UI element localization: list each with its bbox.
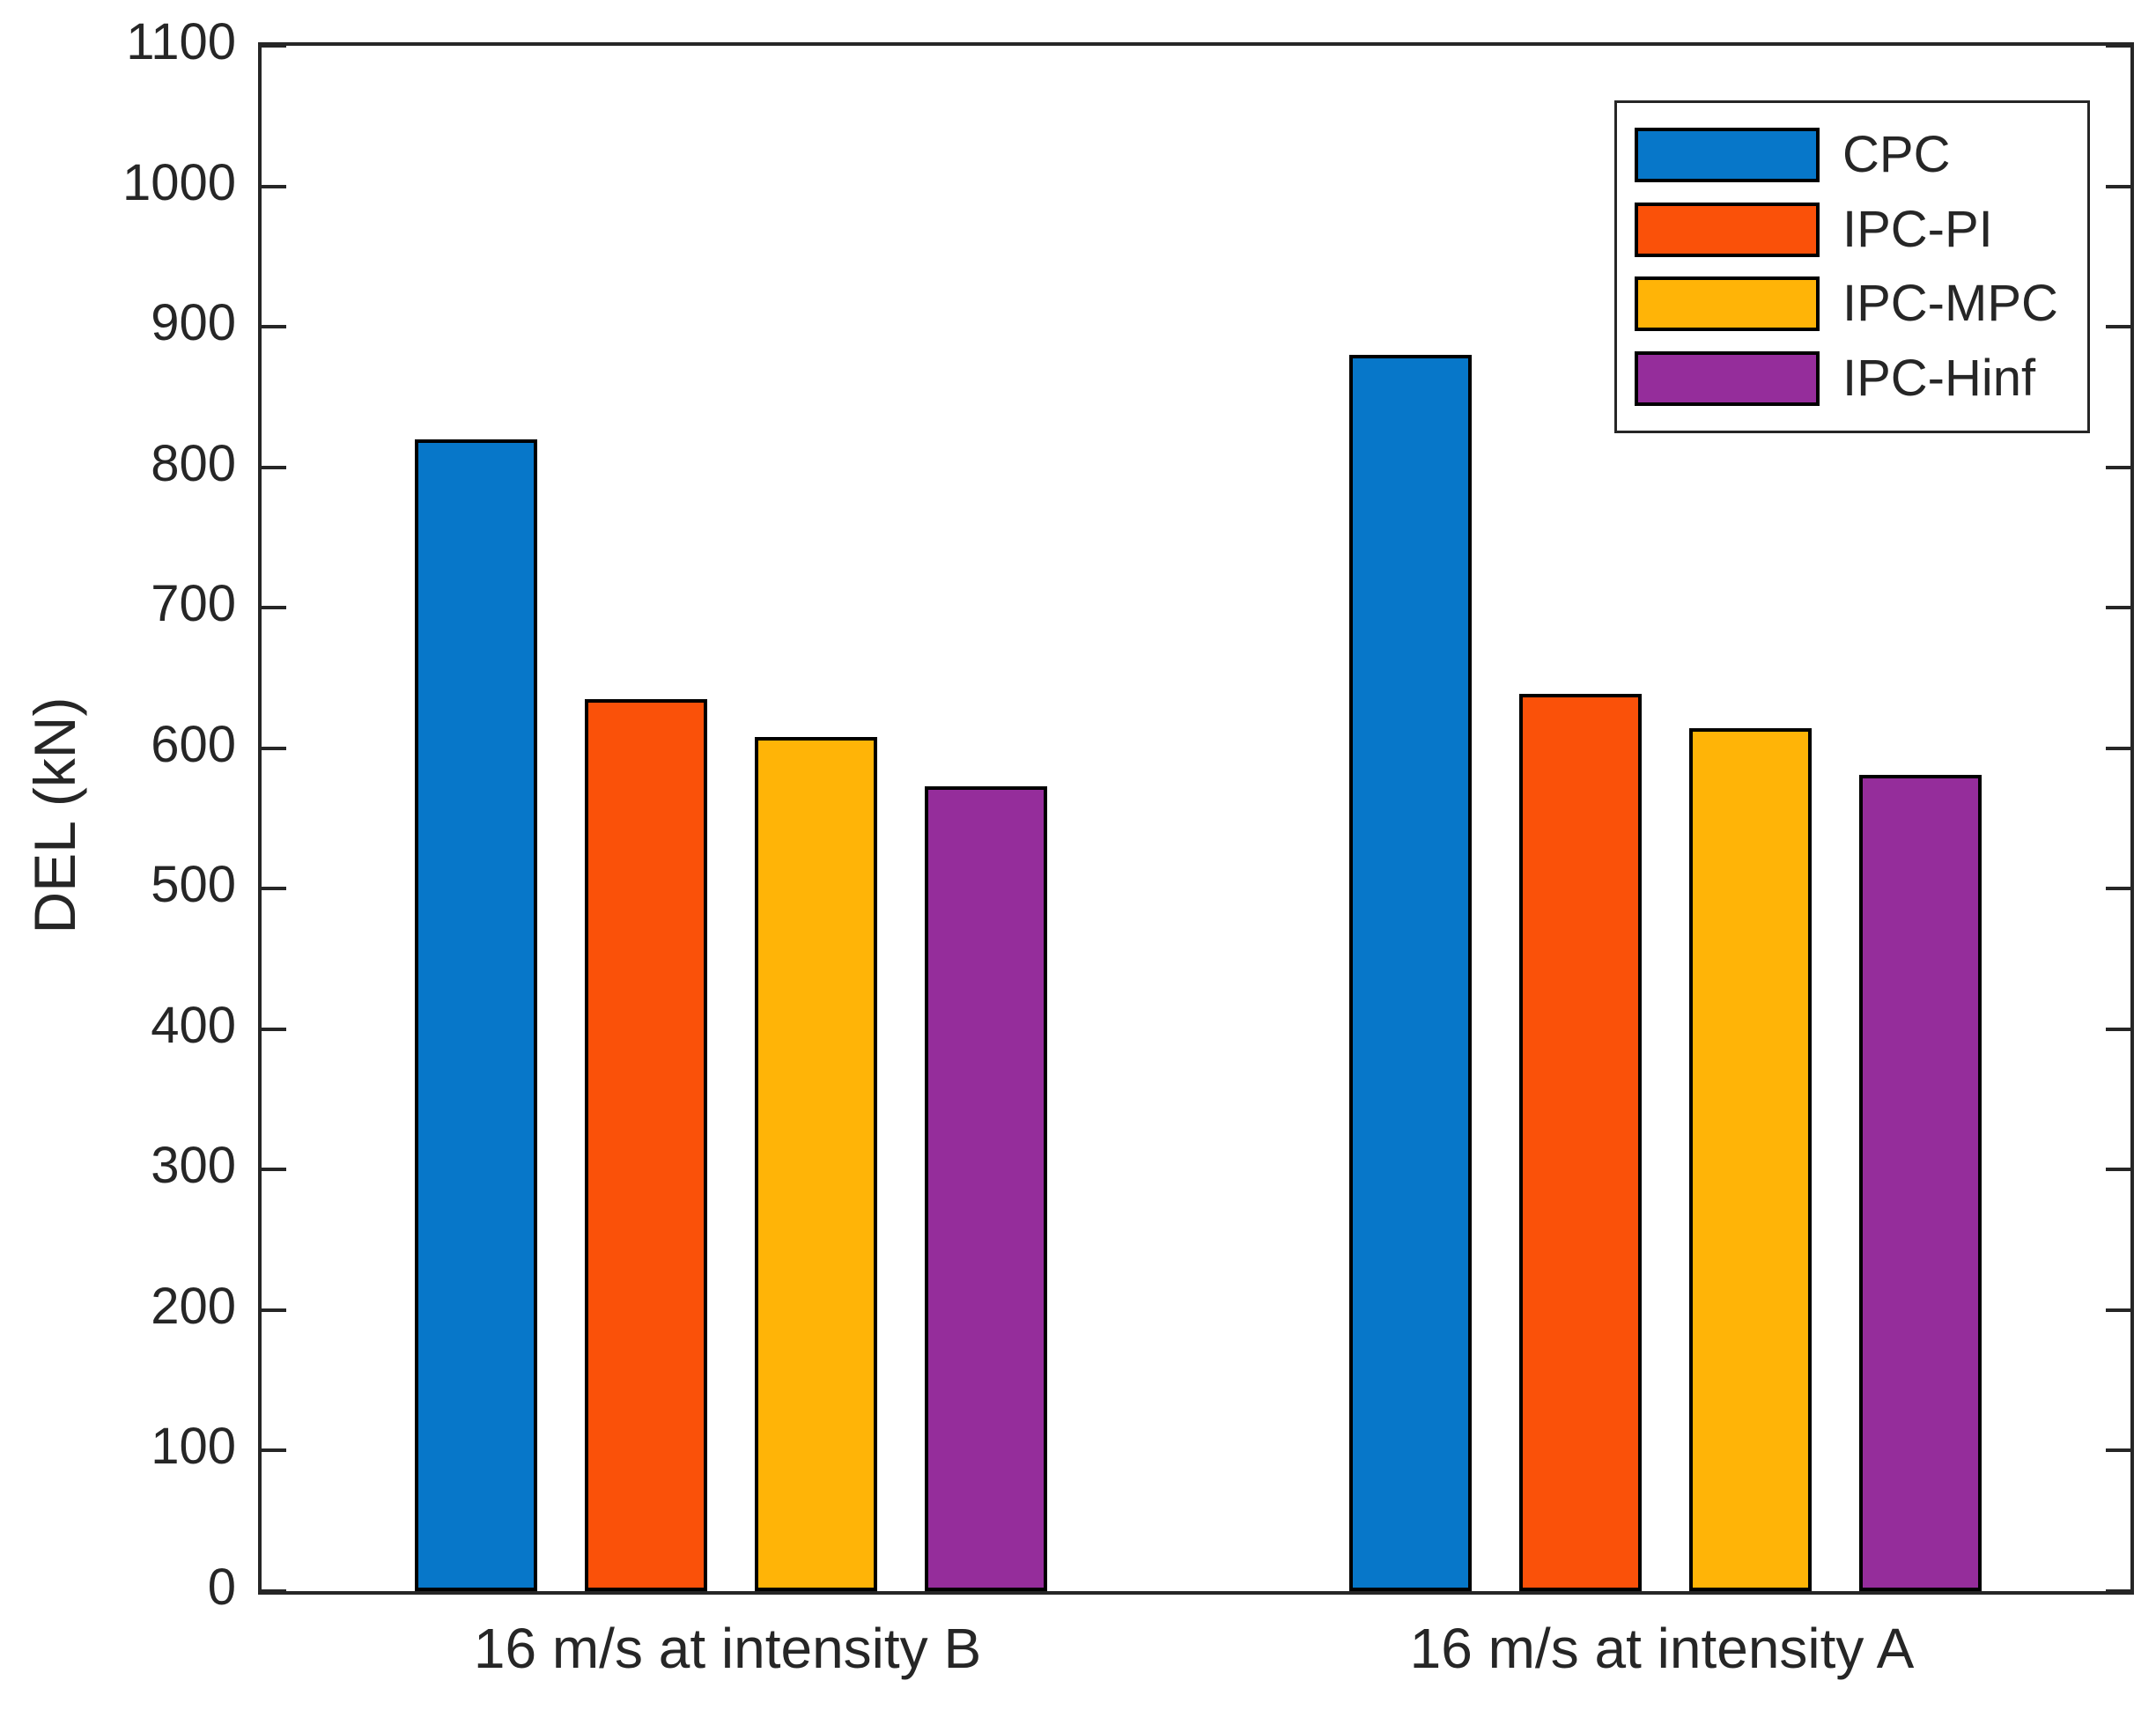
y-tick-left-1000 (262, 184, 286, 188)
bar-IPC-PI-group-1 (585, 698, 707, 1591)
legend-item-IPC-PI: IPC-PI (1617, 200, 2087, 258)
legend-label-IPC-PI: IPC-PI (1842, 200, 1993, 258)
y-tick-label-800: 800 (151, 434, 236, 492)
bar-IPC-MPC-group-1 (755, 736, 877, 1591)
bar-CPC-group-1 (415, 439, 537, 1591)
y-tick-left-400 (262, 1027, 286, 1031)
y-tick-left-0 (262, 1589, 286, 1593)
y-tick-label-0: 0 (207, 1559, 236, 1616)
y-tick-label-600: 600 (151, 715, 236, 773)
y-tick-right-500 (2106, 887, 2130, 891)
legend-item-IPC-MPC: IPC-MPC (1617, 275, 2087, 333)
bar-IPC-MPC-group-2 (1689, 728, 1812, 1591)
y-tick-right-300 (2106, 1168, 2130, 1172)
legend-label-IPC-Hinf: IPC-Hinf (1842, 349, 2036, 407)
y-tick-right-100 (2106, 1448, 2130, 1453)
y-tick-label-100: 100 (151, 1418, 236, 1476)
y-tick-left-900 (262, 325, 286, 329)
y-tick-right-200 (2106, 1308, 2130, 1312)
x-category-label-2: 16 m/s at intensity A (1409, 1617, 1915, 1680)
y-tick-right-0 (2106, 1589, 2130, 1593)
y-tick-left-800 (262, 465, 286, 469)
y-tick-right-700 (2106, 606, 2130, 610)
y-tick-label-900: 900 (151, 294, 236, 352)
y-tick-label-300: 300 (151, 1137, 236, 1195)
legend-label-CPC: CPC (1842, 126, 1951, 184)
legend-label-IPC-MPC: IPC-MPC (1842, 275, 2058, 333)
y-tick-left-600 (262, 746, 286, 750)
y-tick-right-400 (2106, 1027, 2130, 1031)
y-tick-left-1100 (262, 44, 286, 48)
y-tick-label-400: 400 (151, 996, 236, 1054)
y-tick-label-200: 200 (151, 1277, 236, 1335)
y-tick-right-800 (2106, 465, 2130, 469)
legend-swatch-IPC-MPC (1635, 276, 1820, 332)
bar-IPC-Hinf-group-1 (925, 785, 1047, 1591)
y-tick-left-100 (262, 1448, 286, 1453)
bar-IPC-PI-group-2 (1519, 693, 1642, 1591)
y-tick-right-600 (2106, 746, 2130, 750)
y-tick-label-500: 500 (151, 856, 236, 914)
x-category-label-1: 16 m/s at intensity B (473, 1617, 982, 1680)
legend-item-CPC: CPC (1617, 126, 2087, 184)
bar-CPC-group-2 (1349, 355, 1472, 1591)
y-tick-label-700: 700 (151, 575, 236, 633)
bar-IPC-Hinf-group-2 (1859, 775, 1982, 1591)
legend-item-IPC-Hinf: IPC-Hinf (1617, 349, 2087, 407)
y-tick-right-1100 (2106, 44, 2130, 48)
y-tick-left-700 (262, 606, 286, 610)
legend: CPC IPC-PI IPC-MPC IPC-Hinf (1614, 100, 2090, 433)
y-tick-label-1100: 1100 (126, 13, 236, 70)
y-tick-left-200 (262, 1308, 286, 1312)
y-tick-right-1000 (2106, 184, 2130, 188)
y-tick-left-500 (262, 887, 286, 891)
y-tick-right-900 (2106, 325, 2130, 329)
y-tick-label-1000: 1000 (122, 153, 236, 211)
legend-swatch-IPC-Hinf (1635, 350, 1820, 406)
y-tick-left-300 (262, 1168, 286, 1172)
legend-swatch-CPC (1635, 128, 1820, 183)
legend-swatch-IPC-PI (1635, 202, 1820, 257)
